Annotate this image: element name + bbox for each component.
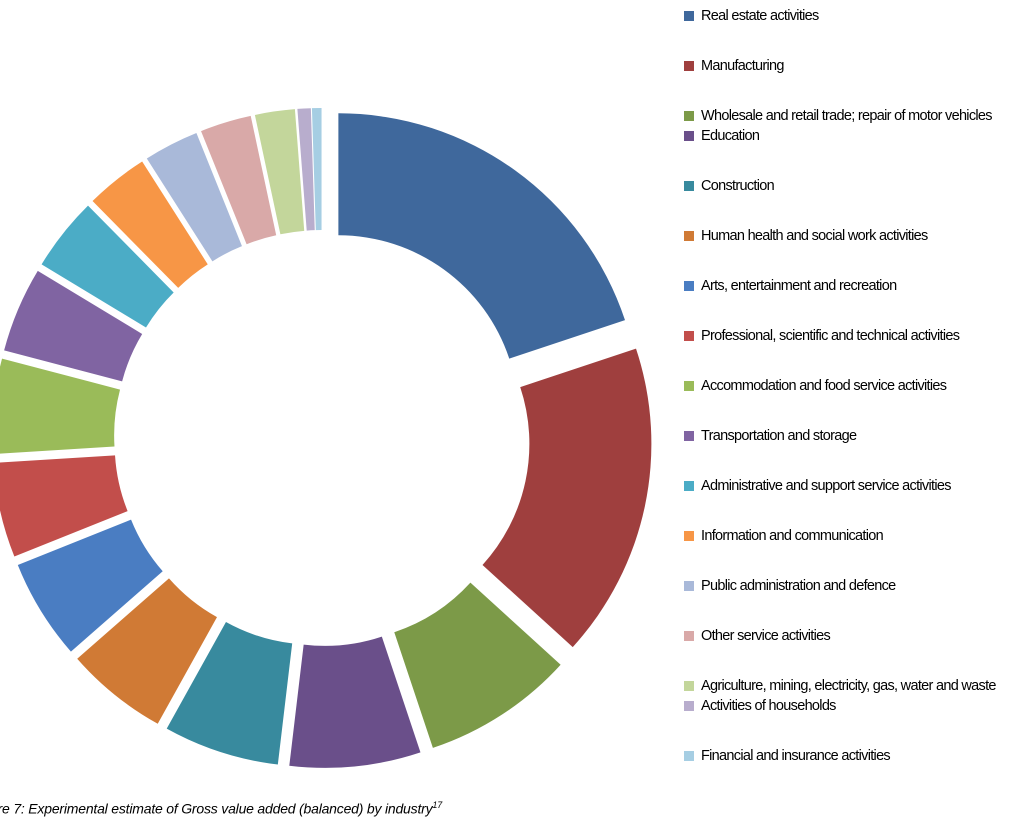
donut-slice-financial-and-insurance-activities [311,108,322,231]
legend-item-construction: Construction [684,178,1024,195]
legend-swatch [684,131,694,141]
donut-slice-other-service-activities [201,115,277,245]
donut-slice-transportation-and-storage [4,270,143,382]
donut-slice-manufacturing [482,348,652,648]
legend-label: Administrative and support service activ… [701,478,951,494]
legend-swatch [684,331,694,341]
legend-label: Construction [701,178,775,194]
legend-label: Agriculture, mining, electricity, gas, w… [701,678,996,694]
legend-swatch [684,681,694,691]
legend-swatch [684,281,694,291]
legend-swatch [684,531,694,541]
legend-label: Manufacturing [701,58,784,74]
legend-swatch [684,181,694,191]
legend-label: Financial and insurance activities [701,748,891,764]
legend-item-agriculture-mining-electricity-gas-water-and-waste: Agriculture, mining, electricity, gas, w… [684,678,1024,695]
legend-label: Other service activities [701,628,831,644]
legend-item-financial-and-insurance-activities: Financial and insurance activities [684,748,1024,765]
legend-swatch [684,751,694,761]
donut-slice-information-and-communication [92,161,208,288]
legend-swatch [684,701,694,711]
donut-slice-real-estate-activities [338,113,626,359]
donut-slice-wholesale-and-retail-trade-repair-of-motor-vehicles [394,582,561,748]
legend-swatch [684,481,694,491]
donut-slice-arts-entertainment-and-recreation [17,519,163,652]
legend-item-real-estate-activities: Real estate activities [684,8,1024,25]
legend-label: Transportation and storage [701,428,857,444]
legend-item-arts-entertainment-and-recreation: Arts, entertainment and recreation [684,278,1024,295]
chart-legend: Real estate activities Manufacturing Whole… [684,8,1024,765]
donut-chart [0,108,652,768]
donut-slice-education [289,636,421,768]
legend-swatch [684,61,694,71]
legend-label: Accommodation and food service activitie… [701,378,947,394]
caption-text: ure 7: Experimental estimate of Gross va… [0,800,433,817]
legend-label: Wholesale and retail trade; repair of mo… [701,108,993,124]
legend-item-activities-of-households: Activities of households [684,698,1024,715]
caption-footnote-ref: 17 [432,800,443,810]
legend-item-manufacturing: Manufacturing [684,58,1024,75]
legend-swatch [684,231,694,241]
legend-label: Information and communication [701,528,884,544]
legend-item-public-administration-and-defence: Public administration and defence [684,578,1024,595]
legend-swatch [684,381,694,391]
legend-item-other-service-activities: Other service activities [684,628,1024,645]
legend-label: Real estate activities [701,8,819,24]
donut-slice-construction [166,621,293,765]
legend-swatch [684,111,694,121]
legend-item-administrative-and-support-service-activities: Administrative and support service activ… [684,478,1024,495]
legend-item-professional-scientific-and-technical-activities: Professional, scientific and technical a… [684,328,1024,345]
figure-caption: ure 7: Experimental estimate of Gross va… [0,800,442,817]
legend-item-information-and-communication: Information and communication [684,528,1024,545]
legend-item-human-health-and-social-work-activities: Human health and social work activities [684,228,1024,245]
legend-swatch [684,581,694,591]
donut-slice-agriculture-mining-electricity-gas-water-and-waste [254,109,305,235]
legend-label: Human health and social work activities [701,228,928,244]
donut-slice-accommodation-and-food-service-activities [0,358,121,454]
legend-label: Education [701,128,760,144]
legend-label: Arts, entertainment and recreation [701,278,897,294]
legend-label: Public administration and defence [701,578,896,594]
donut-slice-administrative-and-support-service-activities [41,205,174,328]
donut-chart-svg [0,108,652,768]
donut-slice-professional-scientific-and-technical-activities [0,455,128,557]
donut-slice-public-administration-and-defence [146,132,242,262]
legend-label: Professional, scientific and technical a… [701,328,960,344]
legend-item-transportation-and-storage: Transportation and storage [684,428,1024,445]
legend-item-wholesale-and-retail-trade-repair-of-motor-vehicles: Wholesale and retail trade; repair of mo… [684,108,1024,125]
donut-slice-activities-of-households [297,108,315,231]
legend-item-accommodation-and-food-service-activities: Accommodation and food service activitie… [684,378,1024,395]
legend-swatch [684,631,694,641]
legend-swatch [684,431,694,441]
legend-swatch [684,11,694,21]
legend-item-education: Education [684,128,1024,145]
donut-slice-human-health-and-social-work-activities [77,578,217,724]
legend-label: Activities of households [701,698,836,714]
